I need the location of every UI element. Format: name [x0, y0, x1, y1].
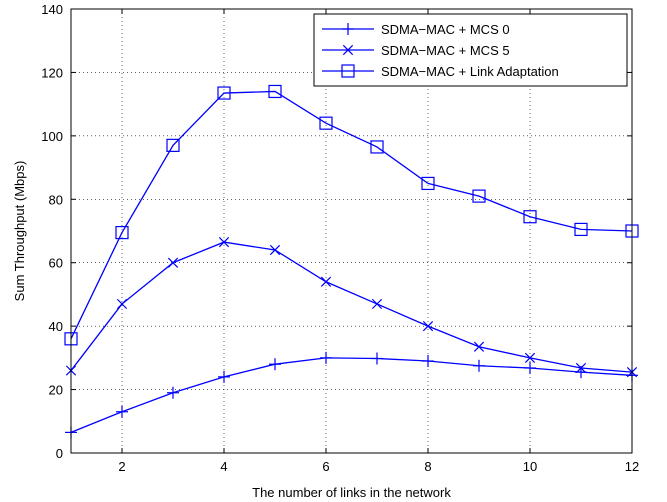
data-point: [116, 405, 128, 418]
y-tick-label: 40: [49, 319, 63, 334]
data-point: [320, 351, 332, 364]
data-point: [371, 298, 383, 310]
data-point: [421, 176, 435, 191]
x-marker-b: [371, 298, 383, 310]
y-tick-label: 100: [41, 129, 63, 144]
y-tick-label: 140: [41, 2, 63, 17]
y-tick-label: 80: [49, 192, 63, 207]
legend-marker: [341, 64, 355, 78]
x-marker-b: [575, 362, 587, 374]
x-tick-label: 6: [322, 459, 329, 474]
x-marker-b: [524, 352, 536, 363]
data-point: [472, 189, 486, 203]
data-point: [370, 140, 384, 154]
legend-entry: SDMA−MAC + Link Adaptation: [322, 64, 559, 79]
y-tick-label: 0: [56, 446, 63, 461]
y-tick-label: 60: [49, 256, 63, 271]
x-marker-b: [167, 257, 179, 268]
data-point: [473, 359, 485, 372]
x-marker-b: [116, 298, 128, 310]
x-tick-label: 12: [625, 459, 639, 474]
plot-frame: [70, 8, 633, 454]
series-line: [70, 241, 633, 373]
data-point: [524, 352, 536, 363]
x-tick-label: 4: [220, 459, 227, 474]
legend-label: SDMA−MAC + MCS 0: [381, 22, 510, 37]
x-marker-b: [218, 236, 230, 248]
legend: SDMA−MAC + MCS 0 SDMA−MAC + MCS 5 SDMA−MAC…: [313, 13, 628, 87]
x-marker-b: [320, 276, 332, 287]
legend-marker: [342, 44, 354, 56]
data-point: [422, 321, 434, 332]
series-line: [70, 357, 633, 433]
x-marker-b: [342, 44, 354, 56]
x-marker-b: [422, 321, 434, 332]
data-point: [269, 244, 281, 256]
data-point: [218, 370, 230, 383]
data-point: [167, 386, 179, 399]
data-point: [320, 276, 332, 287]
legend-marker: [342, 23, 354, 35]
data-point: [473, 341, 485, 352]
series-2: [65, 236, 638, 378]
data-point: [371, 352, 383, 365]
data-point: [116, 298, 128, 310]
x-tick-label: 10: [523, 459, 537, 474]
data-point: [217, 86, 231, 100]
series-line: [70, 90, 633, 340]
data-point: [115, 225, 129, 240]
legend-entry: SDMA−MAC + MCS 0: [322, 22, 510, 37]
x-marker-b: [269, 244, 281, 256]
x-tick-label: 2: [118, 459, 125, 474]
x-axis-label: The number of links in the network: [252, 485, 451, 500]
legend-label: SDMA−MAC + MCS 5: [381, 43, 510, 58]
x-tick-label: 8: [424, 459, 431, 474]
y-tick-label: 120: [41, 65, 63, 80]
data-point: [524, 362, 536, 375]
data-point: [268, 84, 282, 99]
series-layer: [64, 84, 639, 439]
data-point: [166, 138, 180, 152]
data-point: [523, 210, 537, 224]
data-point: [575, 362, 587, 374]
y-tick-label: 20: [49, 383, 63, 398]
data-point: [218, 236, 230, 248]
data-point: [574, 222, 588, 237]
x-marker-b: [473, 341, 485, 352]
data-point: [167, 257, 179, 268]
y-axis-label: Sum Throughput (Mbps): [12, 161, 27, 302]
data-point: [319, 116, 333, 130]
legend-entry: SDMA−MAC + MCS 5: [322, 43, 510, 58]
data-point: [269, 358, 281, 371]
series-1: [65, 351, 638, 439]
data-point: [422, 355, 434, 368]
legend-label: SDMA−MAC + Link Adaptation: [381, 64, 559, 79]
